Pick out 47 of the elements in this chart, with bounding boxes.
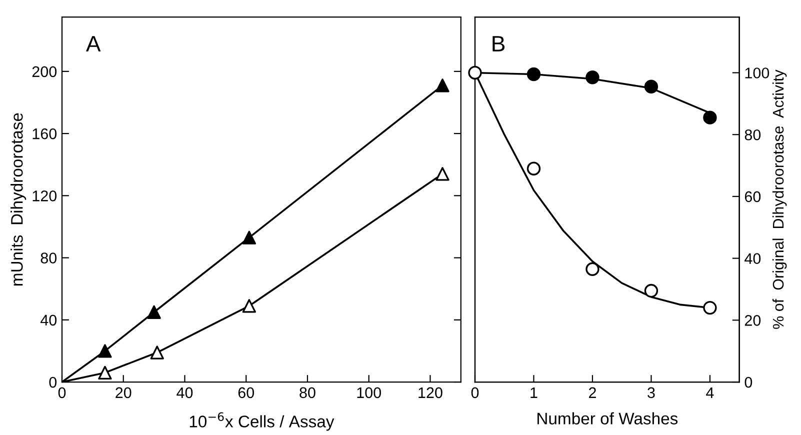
y2-tick-label: 0 <box>744 376 752 388</box>
x-tick-label: 2 <box>588 387 596 398</box>
y-axis-title: mUnits Dihydroorotase <box>10 113 26 286</box>
y2-axis-title: % of Original Dihydroorotase Activity <box>772 70 787 329</box>
y2-tick-label: 100 <box>745 68 770 78</box>
point <box>644 80 658 94</box>
point <box>526 67 541 82</box>
y2-tick-label: 40 <box>744 253 761 264</box>
point <box>242 299 256 313</box>
y2-tick-label: 80 <box>744 129 761 140</box>
point <box>98 344 112 358</box>
point <box>468 66 482 80</box>
point <box>703 300 717 315</box>
x-tick-label: 60 <box>238 387 254 398</box>
point <box>526 162 541 176</box>
point <box>586 70 600 84</box>
y-tick-label: 40 <box>40 314 57 326</box>
annotation: A <box>86 36 101 52</box>
x-tick-label: 120 <box>418 387 442 398</box>
y-tick-label: 0 <box>49 376 57 388</box>
point <box>147 305 161 319</box>
y-tick-label: 160 <box>32 128 57 140</box>
point <box>703 110 717 124</box>
point <box>436 167 450 181</box>
x-tick-label: 100 <box>357 387 381 398</box>
x-tick-label: 20 <box>116 387 132 398</box>
y-tick-label: 200 <box>32 66 57 78</box>
x-tick-label: 0 <box>58 387 66 398</box>
x-axis-title: Number of Washes <box>538 412 678 424</box>
x-tick-label: 80 <box>300 387 316 398</box>
y-tick-label: 120 <box>32 190 57 202</box>
x-axis-title: 10$^{−6}$x Cells / Assay <box>190 412 334 431</box>
point <box>586 262 600 276</box>
point <box>150 346 164 360</box>
x-tick-label: 1 <box>530 387 538 398</box>
point <box>436 78 450 92</box>
point <box>98 366 112 380</box>
point <box>242 230 256 244</box>
point <box>644 284 658 298</box>
annotation: B <box>492 36 504 52</box>
y-tick-label: 80 <box>40 252 57 264</box>
x-tick-label: 40 <box>176 387 193 398</box>
y2-tick-label: 60 <box>744 191 761 202</box>
x-tick-label: 0 <box>471 387 479 398</box>
x-tick-label: 4 <box>706 387 714 398</box>
y2-tick-label: 20 <box>744 315 761 326</box>
x-tick-label: 3 <box>648 387 655 398</box>
